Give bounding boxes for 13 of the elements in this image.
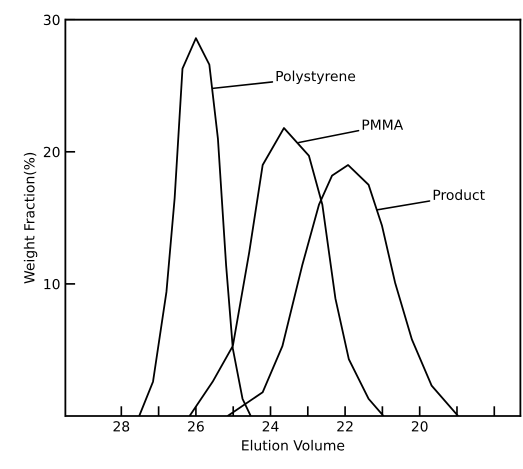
x-tick-label: 26 (188, 421, 204, 432)
y-tick-label: 30 (44, 14, 60, 26)
annotation: Polystyrene (276, 70, 356, 84)
x-tick-label: 24 (262, 421, 279, 432)
x-axis-title: Elution Volume (242, 440, 344, 451)
y-tick-label: 10 (44, 278, 60, 290)
y-tick-label: 20 (44, 146, 60, 158)
x-tick-label: 22 (337, 421, 353, 432)
annotation: PMMA (362, 120, 404, 130)
annotation: Product (434, 189, 485, 200)
y-axis-title: Weight Fraction(%) (24, 152, 38, 284)
x-tick-label: 28 (114, 421, 130, 432)
x-tick-label: 20 (412, 421, 428, 432)
